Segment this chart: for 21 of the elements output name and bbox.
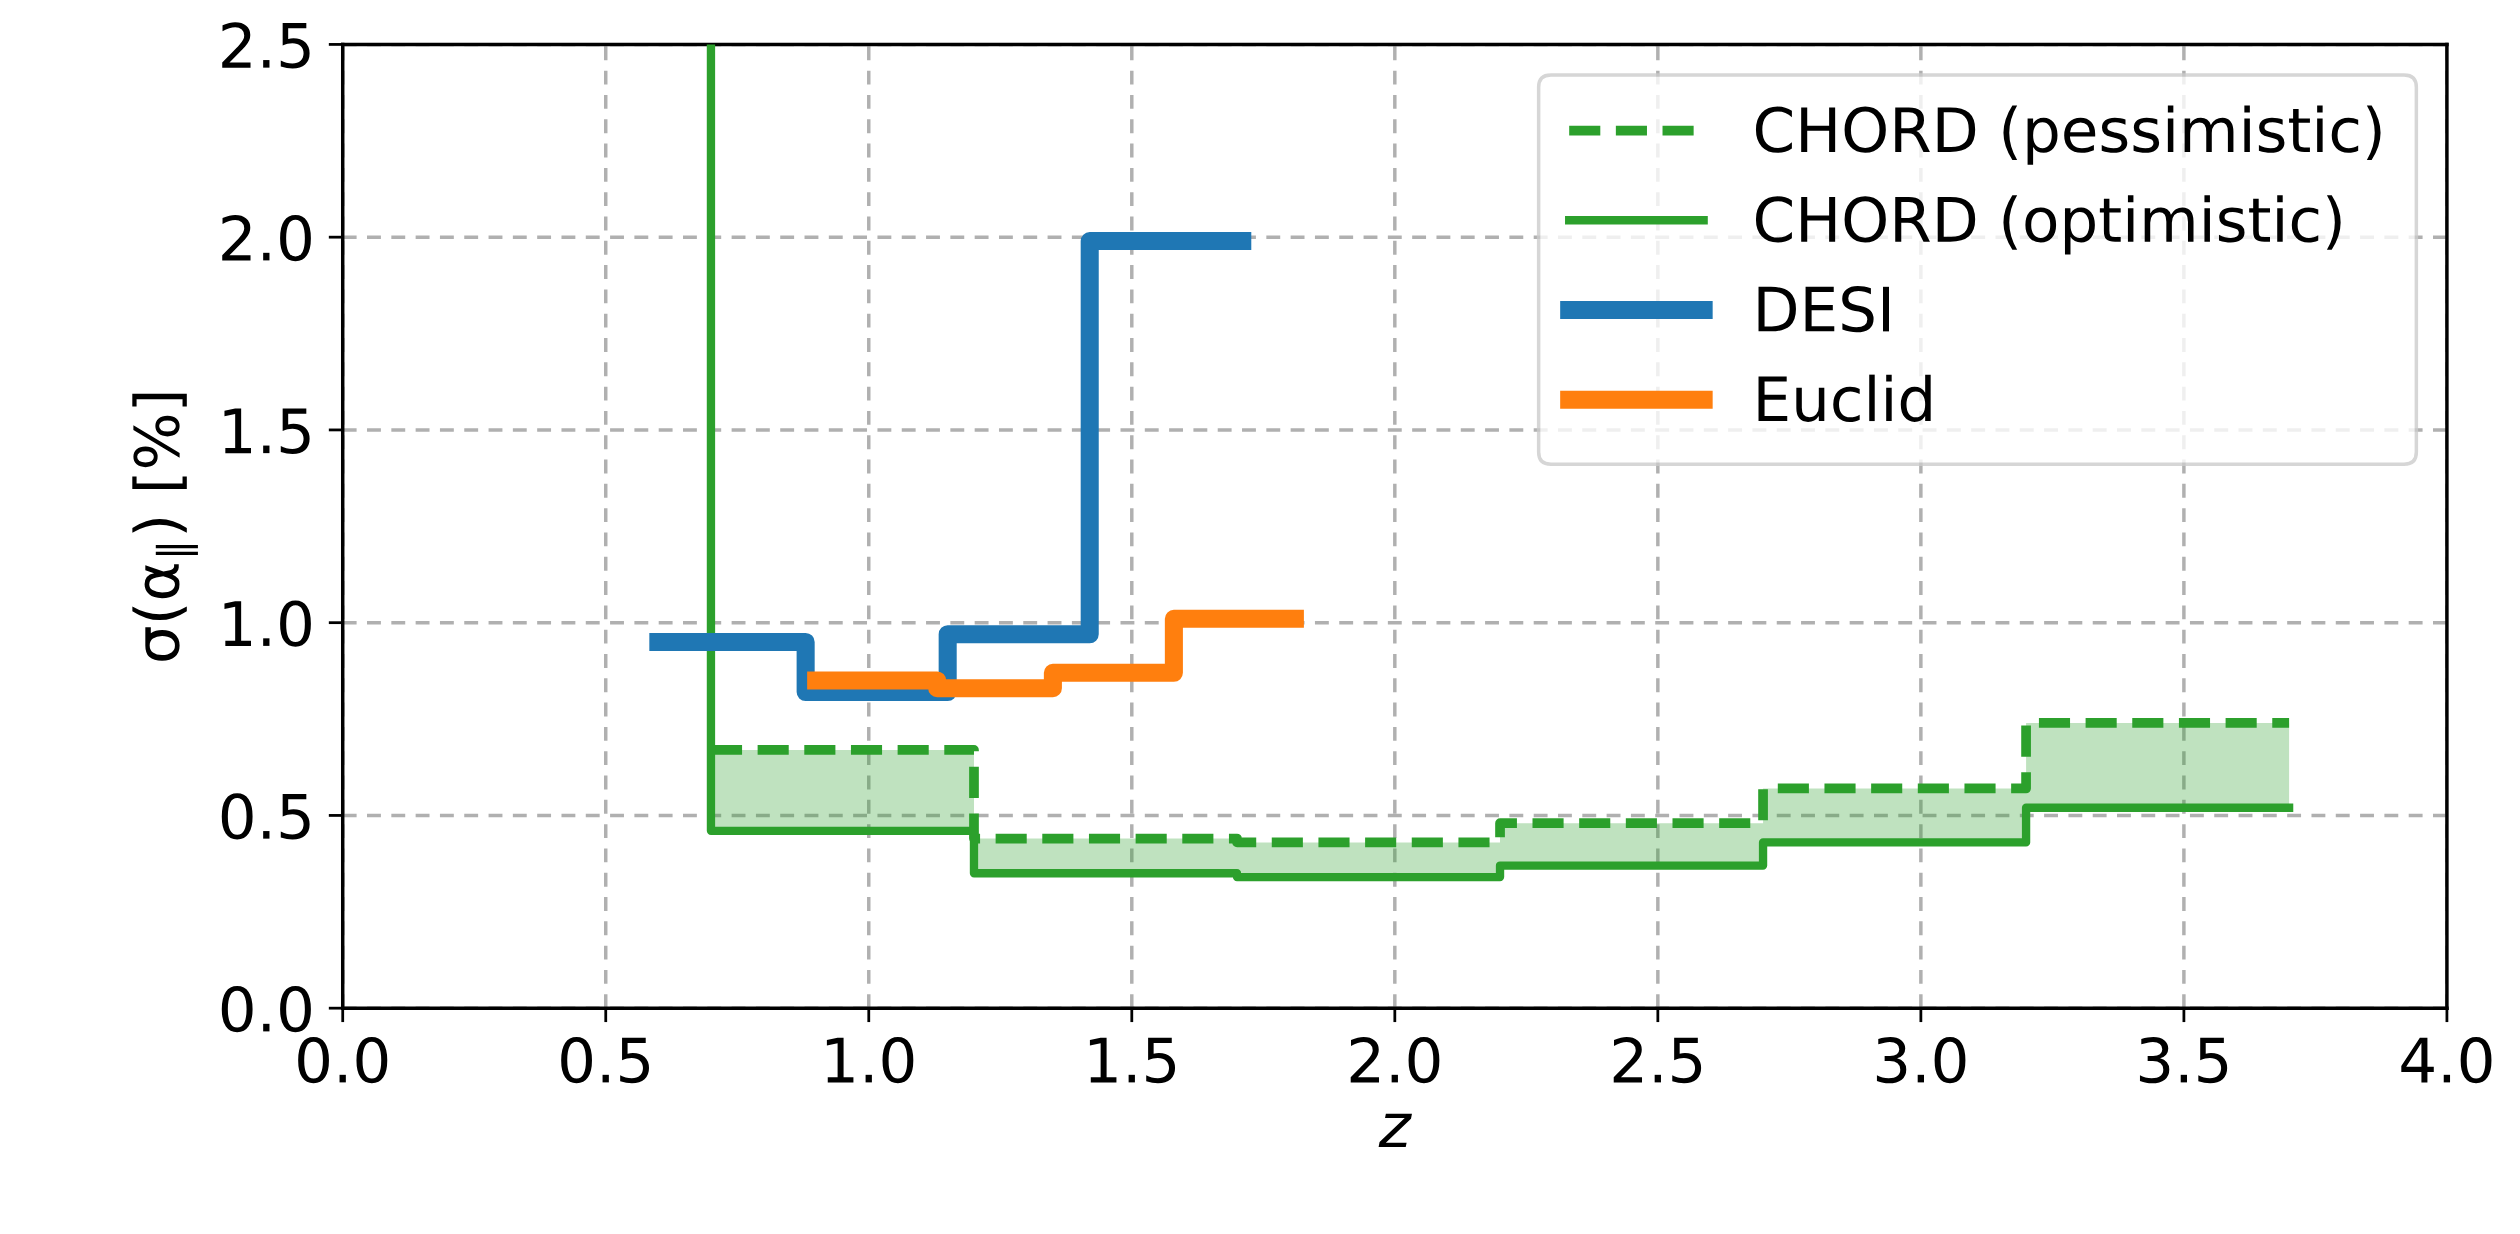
- x-tick-label: 0.0: [298, 1037, 388, 1084]
- y-tick-label: 2.0: [222, 215, 311, 262]
- x-tick-label: 0.5: [561, 1037, 649, 1084]
- x-tick-label: 2.5: [1613, 1037, 1702, 1084]
- y-tick-label: 0.5: [221, 793, 310, 840]
- y-tick-label: 2.5: [222, 22, 310, 69]
- x-axis-title: z: [1378, 1113, 1412, 1148]
- legend-label: CHORD (optimistic): [1755, 195, 2341, 255]
- legend-label: Euclid: [1758, 374, 1931, 422]
- x-tick-label: 2.0: [1350, 1037, 1440, 1084]
- x-tick-label: 3.0: [1876, 1037, 1966, 1084]
- x-tick-label: 1.0: [826, 1037, 914, 1084]
- legend-label: CHORD (pessimistic): [1755, 105, 2381, 165]
- y-tick-label: 0.0: [221, 986, 311, 1033]
- x-tick-label: 4.0: [2401, 1037, 2492, 1084]
- y-tick-label: 1.0: [224, 600, 311, 647]
- legend-label: DESI: [1758, 286, 1890, 333]
- y-axis-title: σ(α$_{∥}$) [%]: [132, 393, 198, 661]
- x-tick-label: 3.5: [2139, 1037, 2228, 1084]
- x-tick-label: 1.5: [1089, 1037, 1176, 1084]
- y-tick-label: 1.5: [224, 408, 310, 455]
